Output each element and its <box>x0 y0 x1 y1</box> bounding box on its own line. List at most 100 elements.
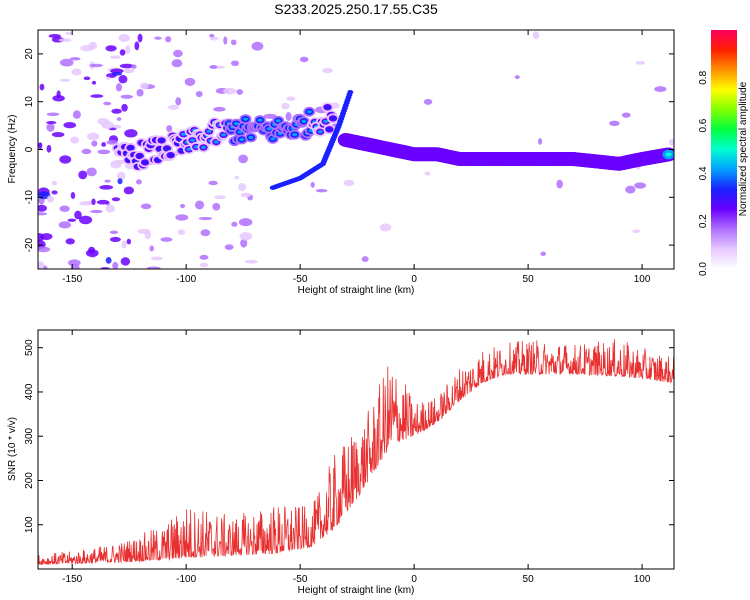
spectrogram-noise-blob <box>537 138 543 145</box>
spectrogram-noise-blob <box>150 256 163 261</box>
spectrogram-noise-blob <box>154 36 162 40</box>
spectrogram-ridge-cell <box>189 138 196 142</box>
spectrogram-noise-blob <box>91 80 97 85</box>
spectrogram-noise-blob <box>90 209 103 214</box>
snr-y-ticks: 100 200 300 400 500 <box>24 339 674 533</box>
spectrogram-noise-blob <box>70 136 80 144</box>
spectrogram-noise-blob <box>70 192 76 200</box>
spectrogram-noise-blob <box>208 180 218 186</box>
colorbar-ticks: 0.0 0.2 0.4 0.6 0.8 <box>698 70 709 276</box>
spectrogram-noise-blob <box>244 259 258 264</box>
spectrogram-noise-blob <box>112 261 119 269</box>
spectrogram-noise-blob <box>106 76 111 80</box>
spectrogram-ytick-label: -20 <box>24 237 35 252</box>
spectrogram-noise-blob <box>111 108 122 114</box>
spectrogram-noise-blob <box>198 216 213 221</box>
spectrogram-noise-blob <box>212 202 221 211</box>
spectrogram-noise-blob <box>120 257 131 266</box>
spectrogram-noise-blob <box>343 179 355 187</box>
spectrogram-ridge-cell <box>127 146 134 150</box>
spectrogram-noise-blob <box>121 103 128 112</box>
spectrogram-noise-blob <box>51 131 65 138</box>
spectrogram-noise-blob <box>621 112 631 118</box>
spectrogram-noise-blob <box>46 195 54 203</box>
spectrogram-noise-blob <box>78 170 88 180</box>
spectrogram-ridge-cell <box>242 117 249 121</box>
spectrogram-noise-blob <box>71 68 82 76</box>
spectrogram-noise-blob <box>46 121 57 125</box>
spectrogram-ridge-cell <box>257 118 263 122</box>
spectrogram-noise-blob <box>111 71 123 76</box>
spectrogram-noise-blob <box>109 230 119 235</box>
spectrogram-ridge-cell <box>665 152 672 157</box>
spectrogram-x-label: Height of straight line (km) <box>298 285 415 296</box>
spectrogram-noise-blob <box>72 110 81 119</box>
spectrogram-noise-blob <box>101 142 107 147</box>
spectrogram-noise-blob <box>103 101 112 106</box>
snr-x-label: Height of straight line (km) <box>298 585 415 596</box>
spectrogram-ridge-cell <box>330 116 336 120</box>
spectrogram-noise-blob <box>514 75 520 80</box>
spectrogram-noise-blob <box>91 140 98 147</box>
colorbar-tick-label: 0.2 <box>698 214 709 228</box>
spectrogram-noise-blob <box>286 96 296 101</box>
spectrogram-noise-blob <box>38 142 43 150</box>
spectrogram-noise-blob <box>43 265 48 269</box>
spectrogram-noise-blob <box>109 55 121 60</box>
spectrogram-noise-blob <box>119 63 134 69</box>
spectrogram-noise-blob <box>74 210 82 220</box>
spectrogram-noise-blob <box>38 246 51 253</box>
spectrogram-noise-blob <box>209 65 218 70</box>
spectrogram-noise-blob <box>118 74 128 84</box>
snr-xtick-label: 0 <box>411 574 417 585</box>
colorbar-tick-label: 0.6 <box>698 118 709 132</box>
spectrogram-ytick-label: 0 <box>24 146 35 152</box>
spectrogram-noise-blob <box>38 212 48 216</box>
spectrogram-noise-blob <box>81 148 92 155</box>
spectrogram-ridge-cell <box>317 130 323 134</box>
spectrogram-noise-blob <box>214 195 226 200</box>
spectrogram-noise-blob <box>625 185 636 194</box>
spectrogram-noise-blob <box>131 64 137 69</box>
snr-ytick-label: 100 <box>24 516 35 533</box>
spectrogram-noise-blob <box>65 238 75 245</box>
spectrogram-noise-blob <box>224 244 234 251</box>
spectrogram-noise-blob <box>97 118 110 125</box>
spectrogram-noise-blob <box>46 144 52 153</box>
colorbar: 0.0 0.2 0.4 0.6 0.8 Normalized spectral ampl… <box>698 30 749 276</box>
spectrogram-xtick-label: -50 <box>293 274 308 285</box>
spectrogram-noise-blob <box>87 132 100 141</box>
spectrogram-noise-blob <box>299 56 309 63</box>
spectrogram-noise-blob <box>177 229 186 236</box>
spectrogram-ridge-cell <box>158 138 165 143</box>
spectrogram-y-label: Frequency (Hz) <box>7 115 18 184</box>
spectrogram-noise-blob <box>58 38 72 42</box>
spectrogram-noise-blob <box>239 232 253 241</box>
spectrogram-ridge-cell <box>326 127 332 131</box>
spectrogram-noise-blob <box>97 149 111 155</box>
spectrogram-noise-blob <box>38 261 45 269</box>
spectrogram-xtick-label: -100 <box>176 274 196 285</box>
spectrogram-noise-blob <box>83 76 91 81</box>
spectrogram-ridge-cell <box>248 135 254 140</box>
spectrogram-noise-blob <box>59 205 70 212</box>
spectrogram-noise-blob <box>58 221 72 229</box>
spectrogram-noise-blob <box>111 197 121 202</box>
spectrogram-ridge-cell <box>164 146 170 151</box>
spectrogram-heat <box>38 31 674 269</box>
spectrogram-noise-blob <box>175 97 182 106</box>
spectrogram-noise-blob <box>209 36 219 41</box>
spectrogram-noise-blob <box>123 68 135 74</box>
spectrogram-noise-blob <box>199 262 209 268</box>
spectrogram-noise-blob <box>281 102 290 110</box>
spectrogram-noise-blob <box>79 201 93 206</box>
spectrogram-noise-blob <box>86 167 97 177</box>
spectrogram-noise-blob <box>126 238 132 245</box>
spectrogram-noise-blob <box>540 251 546 256</box>
spectrogram-ridge-cell <box>142 160 148 165</box>
spectrogram-noise-blob <box>160 237 173 242</box>
spectrogram-noise-blob <box>79 215 93 225</box>
snr-ytick-label: 400 <box>24 383 35 400</box>
spectrogram-x-ticks: -150 -100 -50 0 50 100 <box>62 30 651 285</box>
spectrogram-noise-blob <box>105 256 112 264</box>
